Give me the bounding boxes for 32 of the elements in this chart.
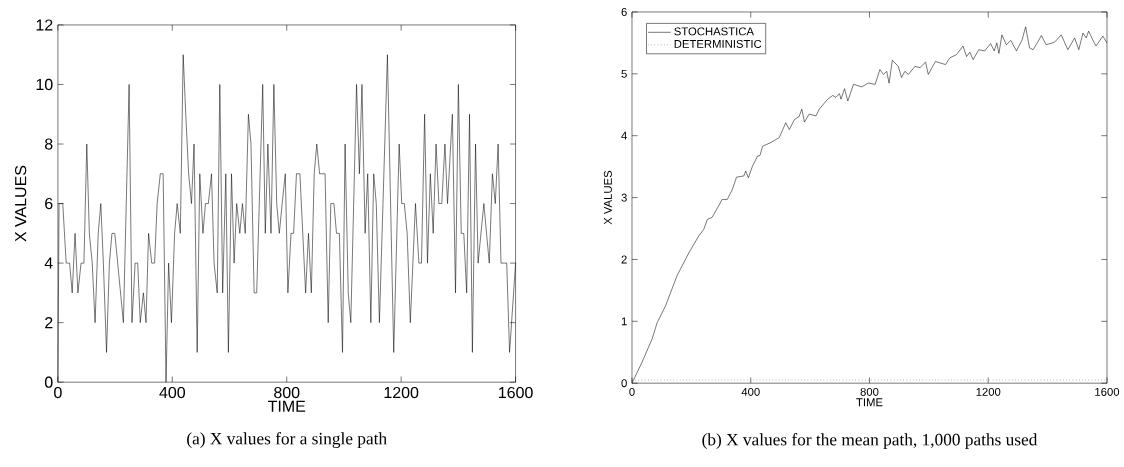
y-axis-title: X VALUES xyxy=(15,165,27,242)
text: (a) X values for a single path xyxy=(187,432,387,449)
x-tick-label: 800 xyxy=(860,387,879,396)
y-tick-label: 6 xyxy=(45,197,53,210)
x-axis-title: TIME xyxy=(268,400,306,412)
y-axis-title: X VALUES xyxy=(603,170,612,225)
y-tick-label: 2 xyxy=(45,317,53,329)
y-tick-label: 4 xyxy=(44,257,53,269)
x-tick-label: 400 xyxy=(159,386,186,399)
y-tick-label: 5 xyxy=(621,69,627,78)
legend-label: DETERMINISTIC xyxy=(674,39,762,48)
x-tick-label: 1600 xyxy=(499,386,533,399)
y-tick-label: 1 xyxy=(621,317,627,326)
y-tick-label: 10 xyxy=(36,78,53,91)
x-tick-label: 1200 xyxy=(384,386,419,399)
y-tick-label: 12 xyxy=(36,19,53,31)
x-axis-title: TIME xyxy=(856,398,883,407)
legend-label: STOCHASTICA xyxy=(674,27,754,36)
x-tick-label: 1200 xyxy=(976,387,1001,396)
y-tick-label: 6 xyxy=(621,7,627,16)
y-tick-label: 8 xyxy=(45,138,53,150)
y-tick-label: 4 xyxy=(621,131,627,140)
text: (b) X values for the mean path, 1,000 paths used xyxy=(702,433,1038,449)
y-tick-label: 0 xyxy=(621,379,627,388)
x-tick-label: 800 xyxy=(274,386,300,399)
y-tick-label: 2 xyxy=(621,255,627,264)
y-tick-label: 3 xyxy=(621,193,627,202)
x-tick-label: 0 xyxy=(629,387,635,396)
x-tick-label: 1600 xyxy=(1095,387,1120,396)
y-tick-label: 0 xyxy=(44,376,53,388)
x-tick-label: 0 xyxy=(54,386,62,399)
x-tick-label: 400 xyxy=(741,387,760,396)
